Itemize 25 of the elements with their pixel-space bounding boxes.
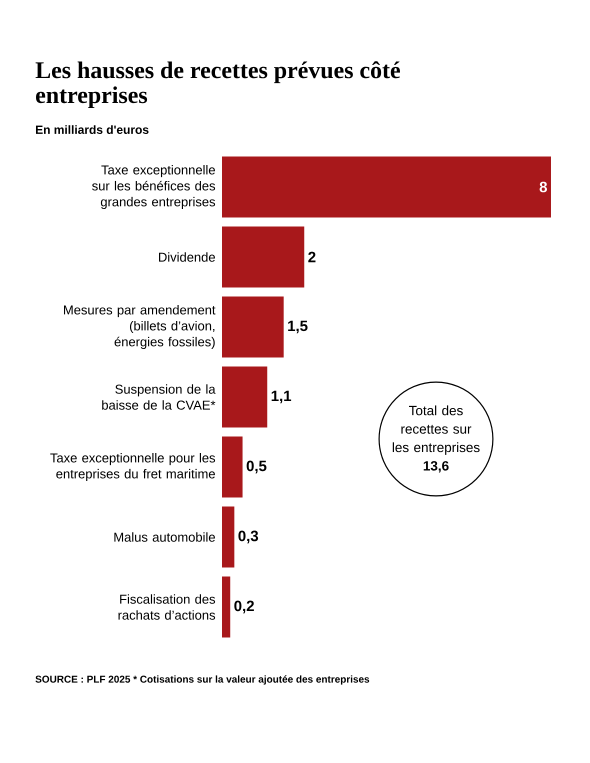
y-tick-label: Taxe exceptionnelle sur les bénéfices des grandes entreprises (92, 165, 216, 209)
bar (222, 366, 268, 428)
y-tick-label: Fiscalisation des rachats d’actions (118, 594, 216, 620)
bar (222, 506, 234, 568)
source-note: SOURCE : PLF 2025 * Cotisations sur la valeur ajoutée des entreprises (35, 675, 370, 685)
y-tick-label: Malus automobile (114, 532, 215, 542)
annotation: Total des recettes sur les entreprises 13,6 (392, 405, 480, 473)
text: En milliards d'euros (36, 125, 148, 134)
bar (222, 436, 243, 498)
y-tick-label: Suspension de la baisse de la CVAE* (102, 384, 216, 410)
bar (222, 296, 284, 358)
bar (222, 226, 304, 288)
data-label: 2 (308, 252, 316, 262)
y-tick-label: Dividende (159, 252, 215, 262)
y-tick-label: Taxe exceptionnelle pour les entreprises du fret maritime (50, 452, 216, 482)
data-label: 0,5 (246, 460, 266, 474)
y-tick-label: Mesures par amendement (billets d’avion, énergies fossiles) (64, 305, 216, 349)
data-label: 0,3 (238, 530, 258, 544)
data-label: 8 (540, 182, 548, 192)
data-label: 0,2 (234, 600, 254, 614)
chart-title: Les hausses de recettes prévues côté entreprises (36, 61, 400, 108)
data-label: 1,5 (288, 320, 308, 334)
bar (222, 156, 551, 218)
data-label: 1,1 (272, 390, 292, 404)
bar (222, 576, 230, 638)
